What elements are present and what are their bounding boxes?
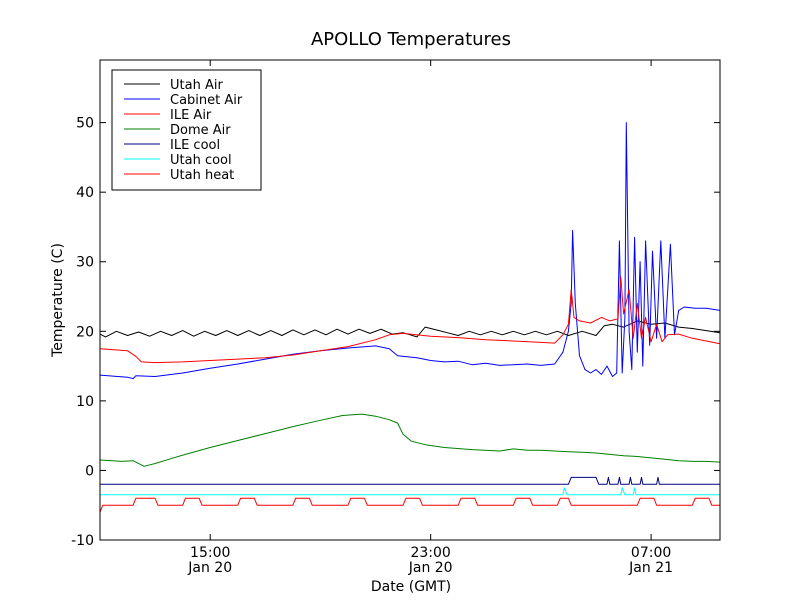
legend-label-ile-cool: ILE cool: [170, 138, 220, 153]
y-tick-label: 30: [76, 255, 94, 271]
legend-label-cabinet-air: Cabinet Air: [170, 93, 243, 108]
y-tick-label: 0: [85, 463, 94, 479]
x-axis-label: Date (GMT): [371, 579, 451, 595]
y-axis-label: Temperature (C): [50, 243, 66, 358]
legend-label-ile-air: ILE Air: [170, 108, 212, 123]
series-line-utah-air: [100, 320, 720, 338]
plot-frame: [99, 59, 721, 541]
x-tick-label-time: 23:00: [410, 545, 450, 561]
chart-title: APOLLO Temperatures: [311, 29, 511, 50]
y-tick-label: -10: [71, 533, 94, 549]
x-tick-label-date: Jan 20: [408, 560, 453, 576]
x-tick-label-time: 15:00: [190, 545, 230, 561]
series-line-utah-cool: [100, 487, 720, 496]
x-tick-label-date: Jan 21: [628, 560, 673, 576]
series-line-dome-air: [100, 413, 720, 467]
series-line-utah-heat: [100, 497, 720, 513]
series-line-ile-cool: [100, 476, 720, 485]
y-tick-label: 20: [76, 324, 94, 340]
legend-box: [111, 69, 262, 191]
y-tick-label: 40: [76, 185, 94, 201]
legend-label-utah-cool: Utah cool: [170, 153, 232, 168]
x-tick-label-time: 07:00: [631, 545, 671, 561]
series-line-ile-air: [100, 276, 720, 364]
legend-label-utah-air: Utah Air: [170, 78, 223, 93]
legend-label-utah-heat: Utah heat: [170, 168, 234, 183]
y-tick-label: 50: [76, 116, 94, 132]
y-tick-label: 10: [76, 394, 94, 410]
legend-label-dome-air: Dome Air: [170, 123, 231, 138]
x-tick-label-date: Jan 20: [187, 560, 232, 576]
series-layer: [100, 122, 720, 513]
